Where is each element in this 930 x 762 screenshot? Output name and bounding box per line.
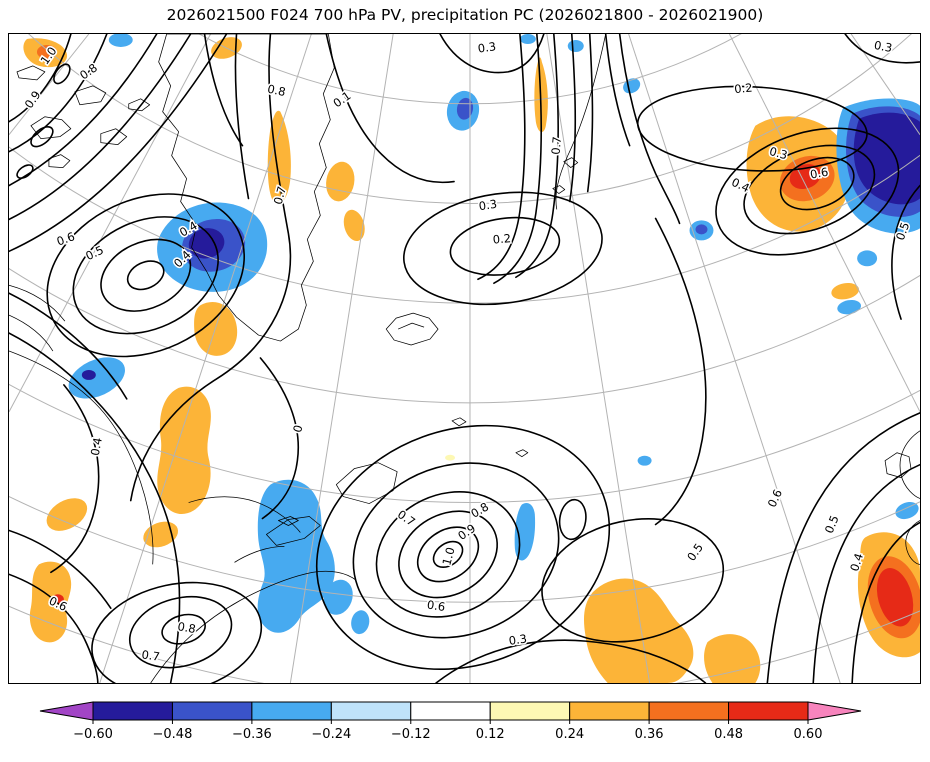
map-plot: 0.8 0.9 1.0 0.8 0.1 0.3 0.7 0.2 0.3 0.6 0.4 0.3 0.5 0…	[8, 33, 921, 684]
contour-lines	[9, 34, 920, 683]
contour-label: 0.8	[77, 61, 100, 83]
contour-label: 0.3	[508, 631, 528, 647]
contour-label: 0.7	[549, 136, 565, 155]
contour-label: 0.3	[477, 39, 497, 55]
contour-label: 1.0	[439, 546, 457, 567]
colorbar-right-arrow	[807, 701, 862, 721]
contour-label: 0.8	[177, 619, 197, 636]
colorbar	[39, 701, 862, 724]
contour-label: 0.7	[395, 507, 418, 529]
colorbar-segment	[92, 701, 173, 721]
colorbar-segment	[171, 701, 253, 721]
contour-label: 0.9	[22, 88, 44, 111]
colorbar-segment	[569, 701, 650, 721]
colorbar-tick-label: 0.12	[475, 727, 505, 742]
contour-label: 0.5	[684, 541, 706, 564]
contour-label: 0.3	[478, 197, 498, 213]
colorbar-segment	[489, 701, 571, 721]
contour-label: 0.5	[822, 513, 842, 535]
colorbar-segment	[330, 701, 412, 721]
contour-label: 0.2	[734, 81, 753, 97]
contour-label: 0.9	[455, 521, 478, 543]
colorbar-tick-label: 0.48	[714, 727, 744, 742]
colorbar-tick-label: 0.36	[634, 727, 664, 742]
colorbar-tick-label: −0.24	[311, 727, 352, 742]
colorbar-tick-label: −0.12	[390, 727, 431, 742]
contour-label: 0	[290, 423, 305, 434]
contour-label: 0.5	[83, 243, 105, 263]
colorbar-segment	[410, 701, 491, 721]
fill-patches	[23, 34, 920, 683]
colorbar-tick-label: −0.60	[73, 727, 113, 742]
contour-label: 0.7	[141, 647, 161, 663]
colorbar-left-arrow	[39, 701, 94, 721]
colorbar-segment	[251, 701, 332, 721]
colorbar-tick-labels: −0.60 −0.48 −0.36 −0.24 −0.12 0.12 0.24 0.36 0.4…	[30, 727, 900, 749]
contour-label: 0.6	[55, 229, 77, 248]
contour-label: 0.6	[809, 165, 829, 182]
colorbar-tick-label: 0.60	[793, 727, 823, 742]
colorbar-tick-label: −0.48	[152, 727, 193, 742]
contour-label: 0.3	[873, 38, 893, 55]
contour-label: 0.6	[426, 598, 446, 614]
contour-label: 0.7	[271, 185, 289, 206]
contour-label: 0.8	[266, 82, 287, 99]
contour-label: 0.6	[765, 487, 785, 509]
colorbar-tick-label: −0.36	[231, 727, 272, 742]
contour-label: 0.4	[88, 436, 105, 456]
colorbar-tick-label: 0.24	[555, 727, 585, 742]
map-canvas: 0.80.91.00.8 0.10.30.70.20.30.60.40.30.50…	[9, 34, 920, 683]
contour-label: 0.3	[768, 144, 789, 162]
figure-title: 2026021500 F024 700 hPa PV, precipitatio…	[166, 6, 764, 24]
colorbar-segment	[728, 701, 809, 721]
colorbar-segment	[648, 701, 730, 721]
contour-label: 0.2	[492, 231, 511, 247]
